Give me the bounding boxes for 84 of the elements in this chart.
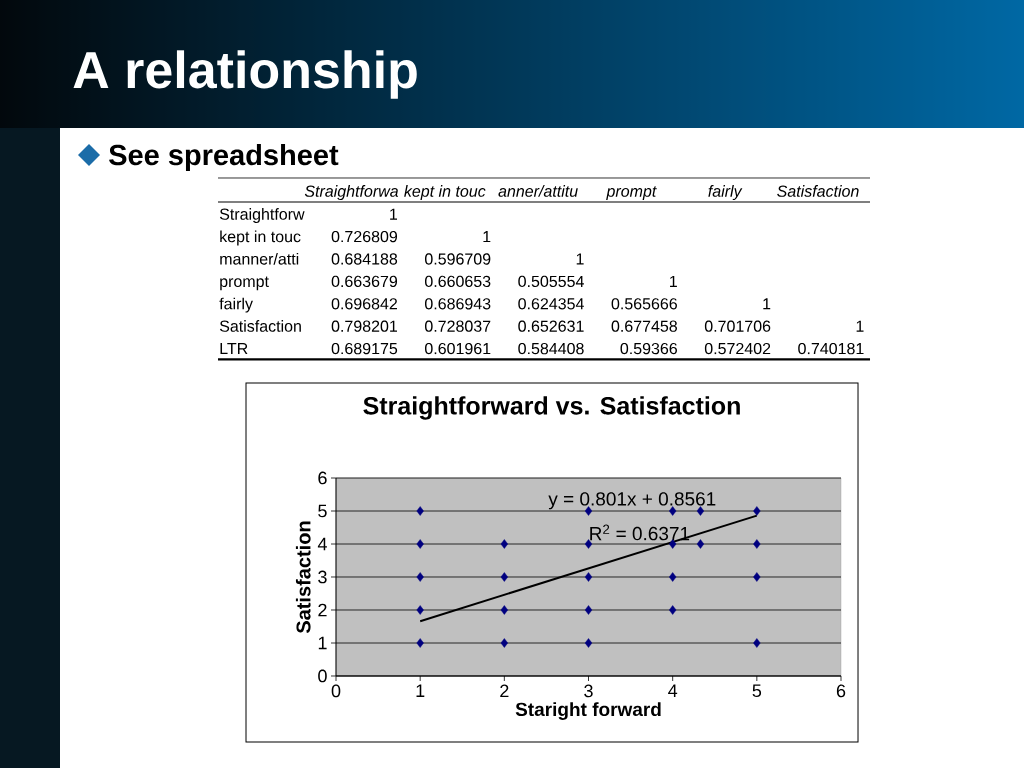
- text: A relationship: [73, 50, 417, 99]
- chart-title: Straightforward vs. Satisfaction: [363, 396, 740, 420]
- point: [584, 605, 593, 615]
- annotation: y = 0.801x + 0.8561: [548, 492, 716, 510]
- text: 0.677458: [611, 320, 677, 332]
- text: See spreadsheet: [109, 143, 339, 172]
- point: [753, 539, 761, 549]
- text: 0.663679: [331, 275, 398, 288]
- point: [500, 605, 508, 615]
- point: [669, 572, 677, 582]
- y-tick-label: 5: [318, 504, 327, 518]
- point: [500, 539, 508, 549]
- category-label: LTR: [220, 343, 248, 355]
- point: [416, 539, 424, 549]
- category-label: kept in touc: [404, 185, 486, 201]
- y-tick-label: 1: [318, 636, 327, 650]
- category-label: Straightforwa: [304, 185, 399, 201]
- point: [416, 572, 424, 582]
- text: 0.601961: [425, 342, 491, 355]
- text: 1: [856, 320, 864, 332]
- text: 0.726809: [331, 230, 398, 243]
- text: 0.686943: [425, 298, 491, 310]
- text: 0.798201: [331, 320, 397, 332]
- text: 0.624354: [518, 298, 584, 310]
- x-tick-label: 1: [416, 684, 425, 697]
- text: 0.740181: [798, 342, 864, 355]
- y-tick-label: 2: [318, 603, 327, 617]
- x-axis-title: Staright forward: [515, 702, 661, 720]
- text: 0.584408: [518, 342, 584, 355]
- text: 0.689175: [331, 342, 398, 355]
- category-label: anner/attitu: [498, 185, 578, 197]
- category-label: Straightforw: [219, 208, 305, 224]
- category-label: kept in touc: [220, 230, 301, 246]
- point: [416, 506, 424, 516]
- y-axis-title: Satisfaction: [295, 521, 311, 634]
- y-tick-label: 4: [317, 537, 327, 551]
- point: [500, 638, 508, 648]
- point: [500, 572, 508, 582]
- x-tick-label: 3: [584, 684, 593, 698]
- x-tick-label: 5: [752, 684, 762, 698]
- y-tick-label: 6: [318, 471, 327, 485]
- point: [416, 638, 424, 648]
- text: 0.652631: [518, 320, 584, 332]
- text: 0.59366: [620, 342, 677, 355]
- point: [753, 572, 761, 582]
- category-label: prompt: [220, 276, 269, 291]
- annotation: R$^{2}$ = 0.6371: [590, 524, 690, 541]
- y-tick-label: 3: [318, 570, 327, 584]
- text: 0.505554: [518, 275, 584, 288]
- point: [669, 605, 677, 615]
- text: 1: [390, 208, 398, 220]
- category-label: prompt: [606, 186, 657, 201]
- x-tick-label: 2: [500, 684, 509, 698]
- text: 0.565666: [611, 298, 677, 310]
- point: [753, 638, 761, 648]
- category-label: fairly: [708, 185, 743, 201]
- text: 0.684188: [331, 253, 398, 265]
- text: 0.701706: [704, 320, 771, 332]
- point: [753, 506, 761, 516]
- category-label: Satisfaction: [777, 185, 859, 197]
- point: [696, 539, 705, 549]
- text: 0.572402: [704, 342, 771, 355]
- text: 1: [576, 253, 584, 265]
- point: [584, 539, 593, 549]
- text: 0.596709: [425, 253, 491, 265]
- category-label: Satisfaction: [219, 320, 301, 332]
- text: 0.728037: [425, 320, 491, 332]
- category-label: fairly: [219, 297, 253, 313]
- point: [669, 506, 677, 516]
- point: [584, 506, 593, 516]
- x-tick-label: 0: [331, 684, 341, 698]
- text: 1: [763, 298, 771, 310]
- x-tick-label: 4: [668, 684, 678, 697]
- point: [696, 506, 705, 516]
- point: [584, 638, 593, 648]
- point: [416, 605, 424, 615]
- text: 1: [483, 231, 491, 243]
- y-tick-label: 0: [318, 669, 327, 683]
- text: 1: [670, 275, 677, 287]
- text: 0.660653: [425, 275, 491, 288]
- x-tick-label: 6: [836, 684, 846, 698]
- text: 0.696842: [331, 298, 397, 310]
- point: [584, 572, 593, 582]
- category-label: manner/atti: [220, 252, 299, 265]
